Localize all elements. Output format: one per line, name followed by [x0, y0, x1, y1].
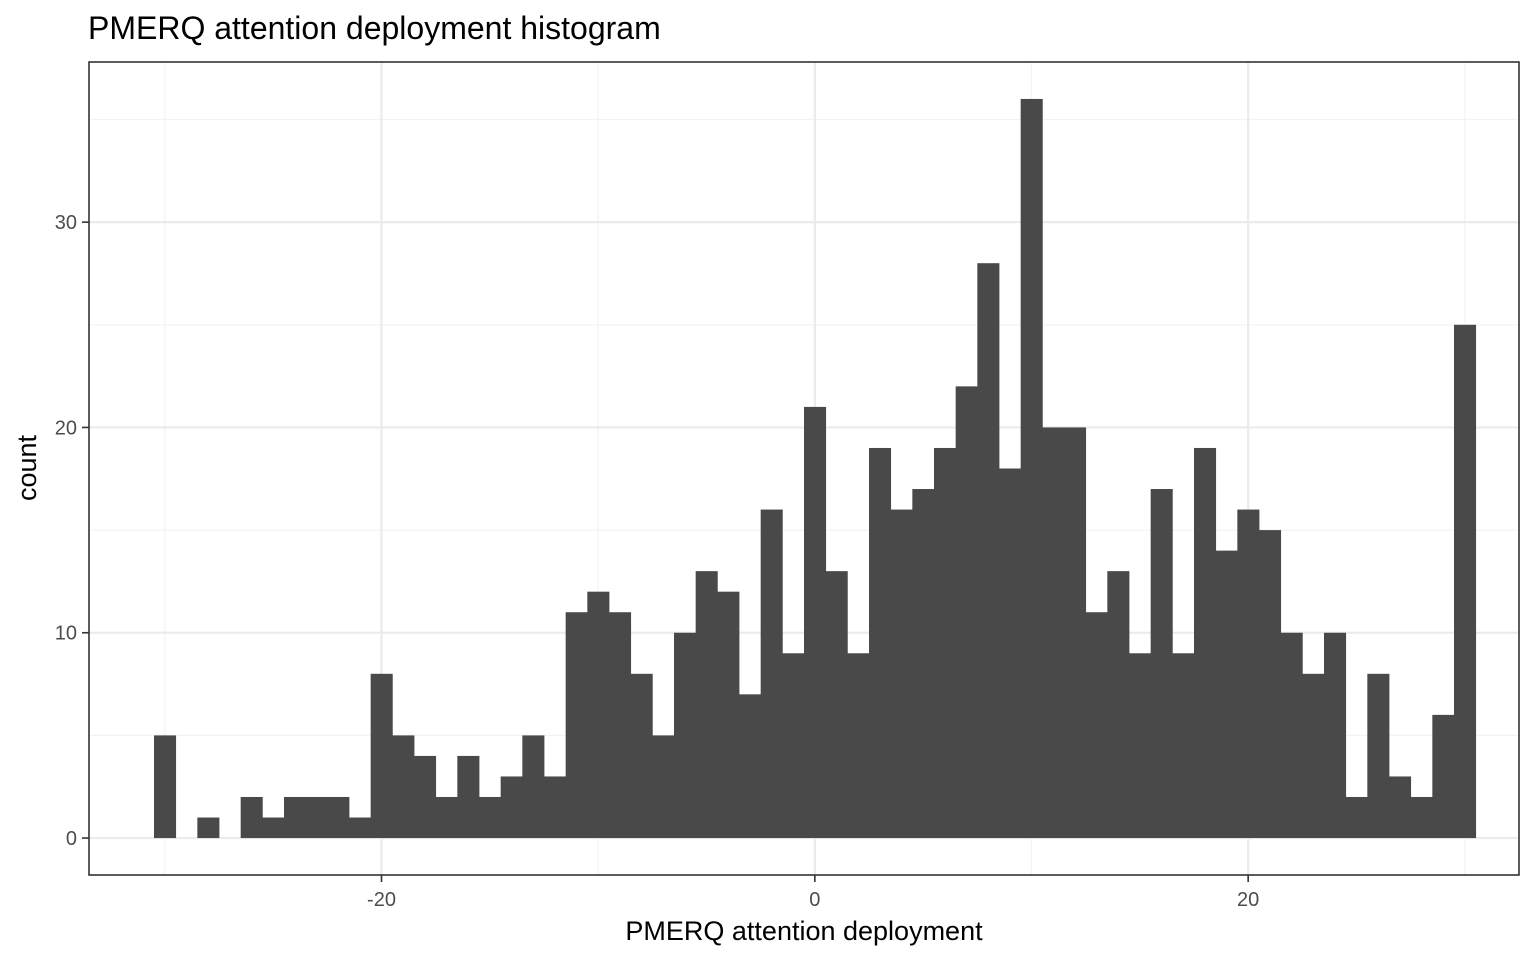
histogram-bar: [739, 694, 762, 839]
x-tick-label: 0: [809, 889, 820, 911]
histogram-bar: [414, 755, 437, 839]
histogram-bar: [1237, 509, 1260, 839]
histogram-bar: [1389, 776, 1412, 839]
histogram-bar: [717, 591, 740, 839]
y-tick-label: 30: [55, 212, 77, 234]
x-tick-label: -20: [367, 889, 396, 911]
histogram-bar: [804, 406, 827, 839]
histogram-bar: [1454, 324, 1477, 839]
histogram-bar: [825, 571, 848, 839]
histogram-bar: [392, 735, 415, 839]
histogram-bar: [587, 591, 610, 839]
histogram-bar: [912, 489, 935, 839]
histogram-bar: [847, 653, 870, 839]
histogram-bar: [1020, 98, 1043, 839]
histogram-bar: [890, 509, 913, 839]
histogram-bar: [609, 612, 632, 839]
panel-border: [88, 61, 1520, 876]
histogram-bar: [500, 776, 523, 839]
histogram-bar: [240, 796, 263, 839]
x-tick-label: 20: [1237, 889, 1259, 911]
histogram-bar: [370, 673, 393, 839]
histogram-bar: [305, 796, 328, 839]
histogram-bar: [782, 653, 805, 839]
histogram-bar: [154, 735, 177, 839]
histogram-bar: [327, 796, 350, 839]
histogram-bar: [1410, 796, 1433, 839]
histogram-bar: [955, 386, 978, 839]
y-tick-label: 0: [66, 828, 77, 850]
histogram-bar: [934, 447, 957, 839]
histogram-bar: [1324, 632, 1347, 839]
histogram-bar: [1085, 612, 1108, 839]
y-tick-label: 20: [55, 417, 77, 439]
histogram-bar: [1215, 550, 1238, 839]
histogram-bar: [544, 776, 567, 839]
histogram-bar: [1129, 653, 1152, 839]
histogram-bar: [1107, 571, 1130, 839]
chart-title: PMERQ attention deployment histogram: [88, 10, 661, 46]
histogram-bar: [435, 796, 458, 839]
y-axis-title: count: [12, 434, 42, 501]
histogram-bar: [674, 632, 697, 839]
histogram-bar: [522, 735, 545, 839]
x-axis-title: PMERQ attention deployment: [625, 916, 983, 946]
histogram-bar: [284, 796, 307, 839]
histogram-bar: [1280, 632, 1303, 839]
histogram-bar: [1345, 796, 1368, 839]
histogram-bar: [1194, 447, 1217, 839]
histogram-bar: [1367, 673, 1390, 839]
histogram-bar: [457, 755, 480, 839]
histogram-bar: [349, 817, 372, 839]
histogram-bar: [652, 735, 675, 839]
histogram-bar: [1259, 530, 1282, 839]
histogram-bar: [977, 263, 1000, 839]
y-tick-label: 10: [55, 623, 77, 645]
histogram-bar: [869, 447, 892, 839]
histogram-bar: [1302, 673, 1325, 839]
histogram-bar: [565, 612, 588, 839]
histogram-bar: [1064, 427, 1087, 839]
histogram-bar: [1042, 427, 1065, 839]
histogram-bar: [1172, 653, 1195, 839]
histogram-bar: [999, 468, 1022, 839]
plot-area: -20 0 20 0 10 20 30: [55, 61, 1520, 911]
histogram-bar: [479, 796, 502, 839]
histogram-bar: [760, 509, 783, 839]
histogram-bar: [262, 817, 285, 839]
histogram-bar: [1150, 489, 1173, 839]
histogram-bar: [695, 571, 718, 839]
histogram-bar: [630, 673, 653, 839]
histogram-bar: [197, 817, 220, 839]
histogram-bar: [1432, 714, 1455, 839]
